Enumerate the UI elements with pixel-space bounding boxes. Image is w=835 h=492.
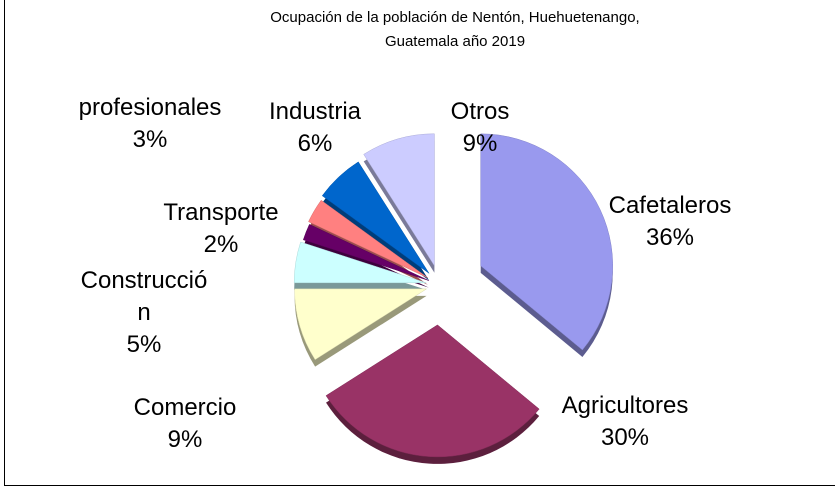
category-label: Transporte (163, 199, 279, 226)
chart-title: Ocupación de la población de Nentón, Hue… (270, 9, 640, 50)
slice (294, 288, 428, 360)
category-label: Construcción (80, 267, 208, 326)
plot-frame (4, 0, 835, 486)
slice-label: Industria 6% (240, 96, 390, 160)
category-label: Agricultores (561, 392, 689, 419)
slice-label: profesionales 3% (75, 92, 225, 156)
category-label: profesionales (78, 94, 222, 121)
slice-label: Agricultores 30% (560, 390, 690, 454)
slice-label: Construcción 5% (80, 265, 208, 361)
value-label: 9% (462, 130, 498, 157)
value-label: 5% (126, 331, 162, 358)
slice (480, 133, 613, 351)
slice-label: Otros 9% (420, 96, 540, 160)
category-label: Otros (450, 98, 510, 125)
value-label: 9% (167, 426, 203, 453)
slice (325, 324, 540, 458)
slice (302, 224, 429, 281)
value-label: 30% (600, 424, 650, 451)
slice (308, 199, 429, 279)
slice (363, 133, 435, 267)
value-label: 6% (297, 130, 333, 157)
category-label: Cafetaleros (608, 192, 732, 219)
slice-label: Cafetaleros 36% (600, 190, 740, 254)
category-label: Industria (268, 98, 362, 125)
slice (293, 241, 427, 284)
slice (321, 161, 430, 274)
value-label: 2% (203, 231, 239, 258)
category-label: Comercio (133, 394, 237, 421)
value-label: 36% (645, 224, 695, 251)
value-label: 3% (132, 126, 168, 153)
slice-label: Transporte 2% (155, 197, 287, 261)
slice-label: Comercio 9% (110, 392, 260, 456)
